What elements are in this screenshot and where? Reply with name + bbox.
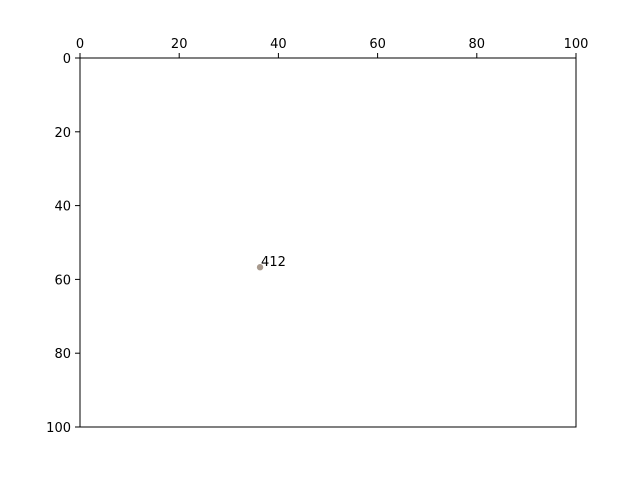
data-series: 412 [256, 255, 286, 271]
data-point-label: 412 [261, 255, 286, 270]
y-tick-label: 60 [54, 273, 71, 288]
x-tick-label: 40 [270, 37, 287, 52]
y-tick-label: 80 [54, 347, 71, 362]
x-tick-label: 60 [369, 37, 386, 52]
x-axis: 0 20 40 60 80 100 [76, 37, 589, 58]
y-tick-label: 0 [63, 52, 71, 67]
y-tick-label: 40 [54, 200, 71, 215]
y-tick-label: 100 [46, 421, 71, 436]
x-tick-label: 80 [469, 37, 486, 52]
y-axis: 0 20 40 60 80 100 [46, 52, 80, 436]
x-tick-label: 0 [76, 37, 84, 52]
x-tick-label: 100 [564, 37, 589, 52]
plot-area [79, 57, 577, 428]
x-tick-label: 20 [171, 37, 188, 52]
data-point [256, 264, 264, 271]
y-tick-label: 20 [54, 126, 71, 141]
